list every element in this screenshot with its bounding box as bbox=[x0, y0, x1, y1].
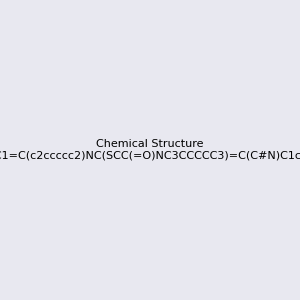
Text: Chemical Structure
CCOC(=O)C1=C(c2ccccc2)NC(SCC(=O)NC3CCCCC3)=C(C#N)C1c1ccc(Cl)c: Chemical Structure CCOC(=O)C1=C(c2ccccc2… bbox=[0, 139, 300, 161]
